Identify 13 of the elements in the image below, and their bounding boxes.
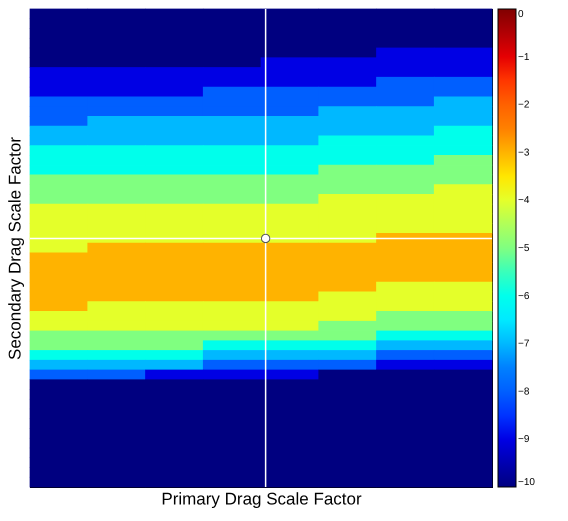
color-bar-label: −7 [518,338,530,350]
y-axis-title: Secondary Drag Scale Factor [6,136,24,360]
color-bar-label: −3 [518,147,530,158]
color-bar-label: −5 [518,243,530,254]
color-bar-label: −9 [518,434,530,446]
color-bar-label: −8 [518,386,530,398]
color-bar-label: −10 [518,477,536,488]
color-bar-label: −1 [518,52,530,63]
color-bar-label: −4 [518,195,530,206]
color-bar-label: 0 [518,9,524,20]
color-bar-label: −6 [518,290,530,302]
color-bar-label: −2 [518,100,530,111]
x-axis-title: Primary Drag Scale Factor [161,490,362,508]
